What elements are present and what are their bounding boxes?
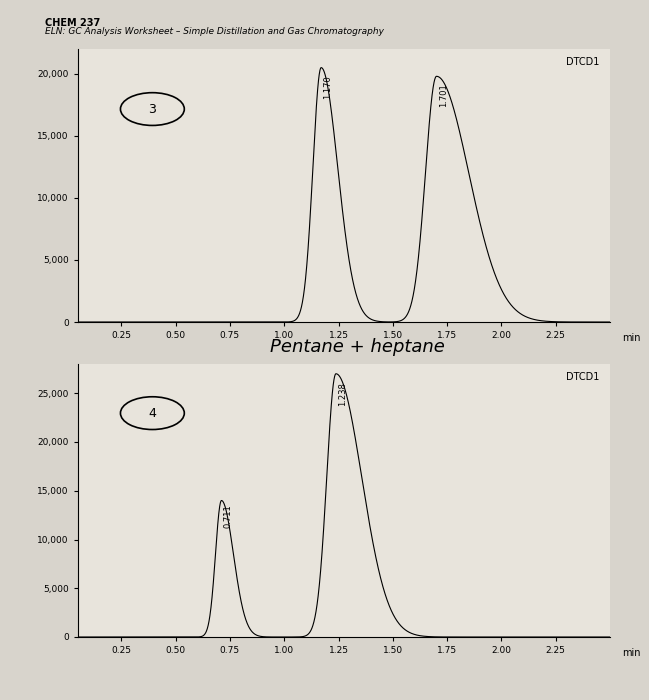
Text: 1.170: 1.170 [323,75,332,99]
X-axis label: min: min [622,333,641,343]
Text: DTCD1: DTCD1 [566,372,600,382]
Text: ELN: GC Analysis Worksheet – Simple Distillation and Gas Chromatography: ELN: GC Analysis Worksheet – Simple Dist… [45,27,384,36]
Text: 0.711: 0.711 [224,505,232,528]
Text: DTCD1: DTCD1 [566,57,600,67]
Text: 3: 3 [149,103,156,116]
Text: CHEM 237: CHEM 237 [45,18,101,27]
Text: 1.238: 1.238 [338,382,347,405]
X-axis label: min: min [622,648,641,658]
Text: Pentane + heptane: Pentane + heptane [269,337,445,356]
Text: 4: 4 [149,407,156,419]
Text: 1.701: 1.701 [439,84,448,107]
